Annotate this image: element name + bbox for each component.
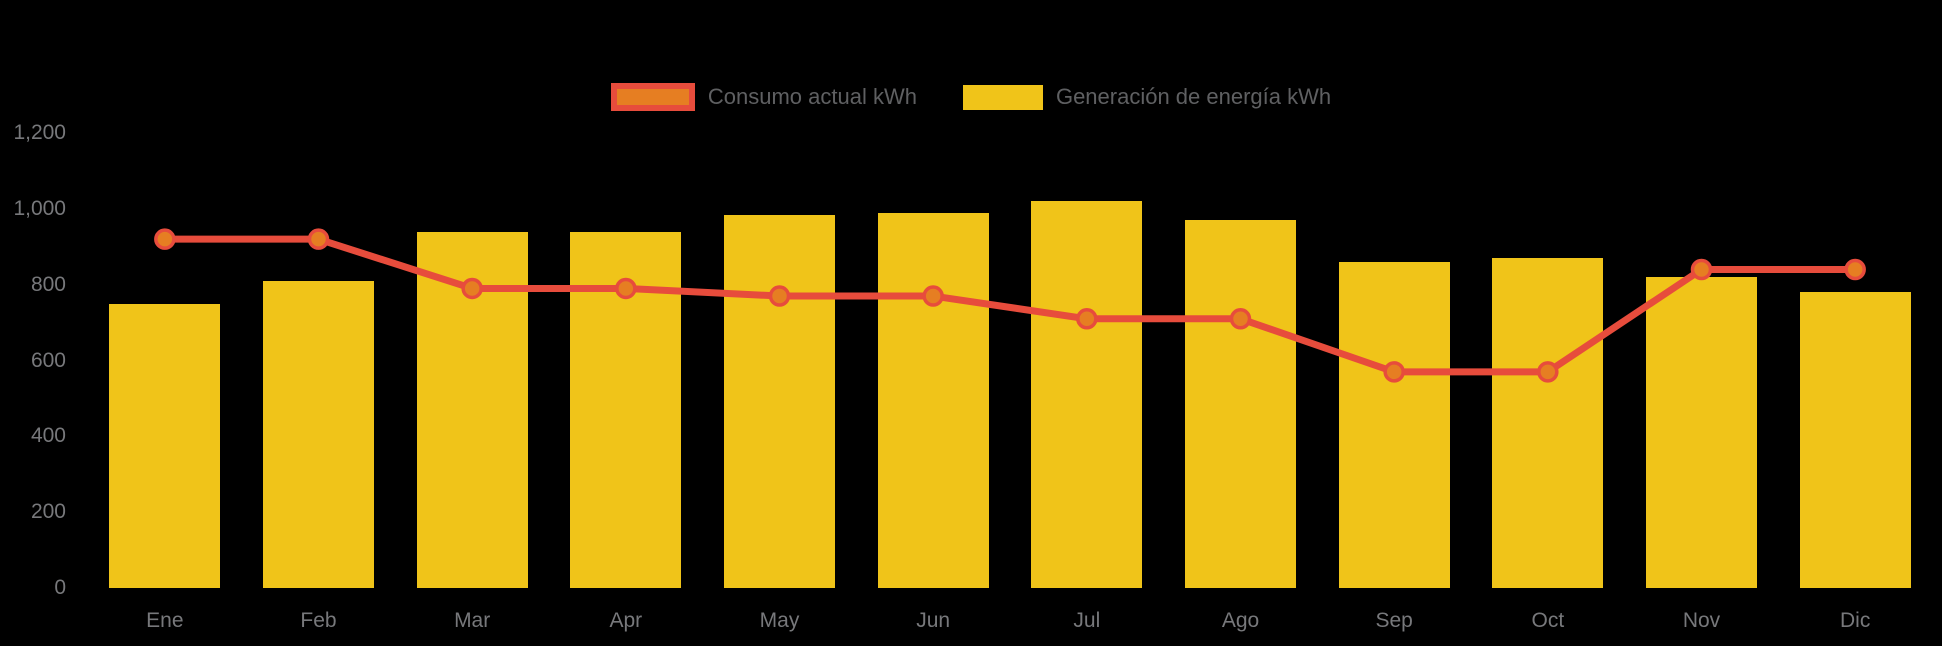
generation-bar[interactable] bbox=[1646, 277, 1757, 588]
y-tick-label: 600 bbox=[30, 348, 66, 372]
consumption-point[interactable] bbox=[154, 228, 176, 250]
y-tick-label: 0 bbox=[54, 576, 66, 599]
generacion-bar-swatch-icon bbox=[962, 84, 1043, 110]
x-tick-label: Jul bbox=[1073, 609, 1101, 632]
generation-bar[interactable] bbox=[1185, 220, 1296, 588]
x-tick-label: Jun bbox=[916, 609, 951, 632]
x-tick-label: Apr bbox=[609, 609, 643, 632]
x-tick-label: Ago bbox=[1221, 609, 1260, 632]
legend-label-consumo: Consumo actual kWh bbox=[707, 84, 917, 109]
y-tick-label: 400 bbox=[30, 424, 66, 448]
legend-label-generacion: Generación de energía kWh bbox=[1055, 84, 1332, 109]
legend-item-consumo[interactable]: Consumo actual kWh bbox=[610, 83, 917, 111]
consumption-point[interactable] bbox=[307, 228, 330, 250]
y-tick-label: 200 bbox=[30, 500, 66, 524]
x-tick-label: Nov bbox=[1682, 609, 1721, 632]
x-tick-label: Dic bbox=[1839, 609, 1871, 632]
generation-bar[interactable] bbox=[724, 214, 835, 588]
consumption-point[interactable] bbox=[1690, 258, 1713, 281]
generation-bar[interactable] bbox=[1492, 258, 1604, 588]
consumo-line-swatch-icon bbox=[610, 83, 695, 111]
generation-bar[interactable] bbox=[1338, 261, 1450, 588]
x-tick-label: Oct bbox=[1531, 609, 1565, 632]
generation-bar[interactable] bbox=[877, 212, 989, 588]
generation-bar[interactable] bbox=[1031, 201, 1143, 588]
chart-legend: Consumo actual kWh Generación de energía… bbox=[0, 83, 1942, 111]
legend-item-generacion[interactable]: Generación de energía kWh bbox=[962, 84, 1332, 110]
generation-bar[interactable] bbox=[416, 231, 528, 588]
x-tick-label: Sep bbox=[1375, 609, 1413, 632]
x-tick-label: Feb bbox=[300, 609, 337, 632]
y-tick-label: 800 bbox=[30, 272, 66, 296]
x-tick-label: Ene bbox=[146, 609, 184, 632]
generation-bar[interactable] bbox=[109, 303, 221, 588]
generation-bar[interactable] bbox=[570, 231, 682, 588]
x-tick-label: May bbox=[759, 609, 800, 632]
y-tick-label: 1,000 bbox=[13, 196, 66, 220]
x-tick-label: Mar bbox=[454, 609, 491, 632]
generation-bar[interactable] bbox=[263, 280, 374, 588]
generation-bar[interactable] bbox=[1799, 292, 1911, 588]
consumption-point[interactable] bbox=[1844, 258, 1866, 281]
y-tick-label: 1,200 bbox=[13, 121, 66, 144]
